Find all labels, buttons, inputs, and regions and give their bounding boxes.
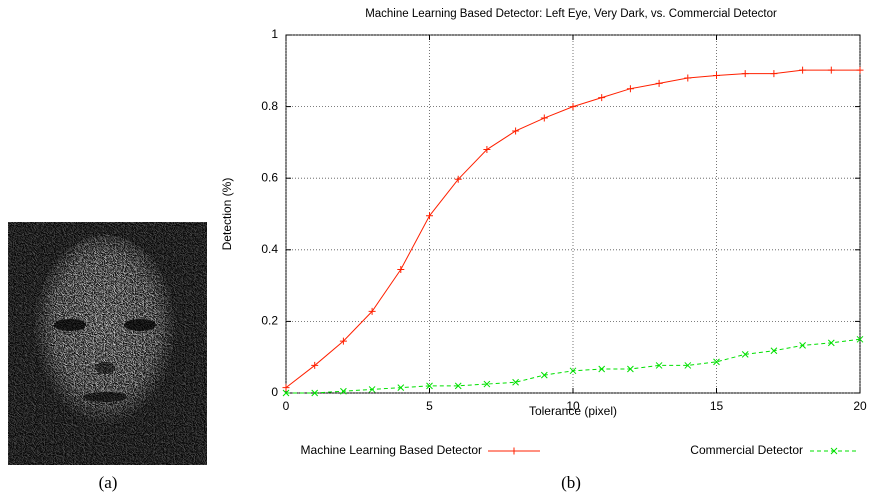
point [512,127,520,135]
x-tick-label: 10 [566,399,580,413]
point [569,103,577,111]
point [713,71,720,79]
x-tick-label: 5 [426,399,433,413]
point [368,307,376,315]
y-tick-label: 0.6 [261,170,278,184]
point [856,66,864,74]
point [655,79,663,87]
x-axis-label: Tolerance (pixel) [529,404,617,418]
legend-marker [830,447,838,455]
point [713,358,720,366]
point [454,175,462,183]
point [426,382,433,390]
point [799,66,807,74]
point [311,389,319,397]
point [627,365,634,373]
point [540,114,548,122]
point [340,387,347,395]
point [655,362,663,369]
chart-title: Machine Learning Based Detector: Left Ey… [365,8,777,20]
point [569,367,577,375]
point [598,94,606,102]
point [397,384,405,391]
point [454,382,462,390]
y-tick-label: 0.2 [261,314,278,328]
point [770,347,778,355]
point [512,378,519,386]
point [483,146,491,154]
series-line [285,69,860,389]
point [483,380,491,388]
point [311,361,319,369]
point [741,70,749,78]
point [770,70,778,78]
y-tick-label: 1 [271,27,278,41]
y-tick-label: 0.4 [261,242,278,256]
legend-label: Commercial Detector [690,443,803,457]
y-tick-label: 0.8 [261,99,278,113]
point [282,389,290,397]
x-tick-label: 20 [853,399,867,413]
point [741,350,749,358]
y-axis-label: Detection (%) [220,178,234,251]
point [368,386,376,393]
caption: (b) [561,473,581,492]
point [827,66,835,74]
y-tick-label: 0 [271,385,278,399]
point [397,265,405,273]
x-tick-label: 15 [710,399,724,413]
point [598,365,606,373]
plot-frame [285,34,861,394]
point [339,337,347,345]
point [282,384,290,392]
legend-label: Machine Learning Based Detector [301,443,482,457]
point [626,85,634,93]
point [827,339,835,347]
point [540,371,548,379]
point [799,342,806,349]
point [684,74,692,82]
point [856,335,864,343]
x-tick-label: 0 [283,399,290,413]
caption: (a) [99,473,118,492]
legend-marker [510,447,518,455]
point [684,362,692,369]
face-image [8,222,207,465]
point [426,212,433,220]
